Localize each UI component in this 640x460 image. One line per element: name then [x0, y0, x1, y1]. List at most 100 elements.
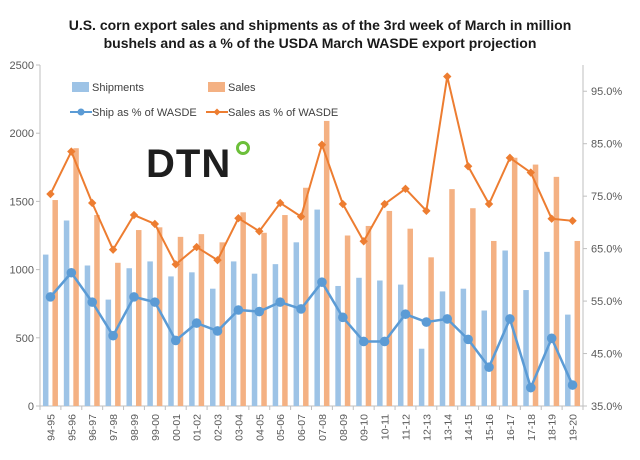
bar-sales	[428, 257, 434, 406]
point-ship-as-of-wasde	[296, 304, 306, 314]
left-tick-label: 2500	[10, 60, 34, 72]
point-ship-as-of-wasde	[317, 277, 327, 287]
point-sales-as-of-wasde	[275, 198, 285, 208]
legend-label-sales-as-of-wasde: Sales as % of WASDE	[228, 107, 338, 119]
point-ship-as-of-wasde	[170, 335, 181, 346]
right-tick-label: 85.0%	[591, 139, 622, 151]
bar-sales	[198, 234, 205, 406]
bar-sales	[73, 148, 79, 407]
x-tick-label: 96-97	[87, 414, 99, 441]
right-tick-label: 75.0%	[591, 191, 622, 203]
point-ship-as-of-wasde	[442, 314, 453, 324]
right-tick-label: 55.0%	[591, 296, 622, 308]
bar-shipments	[84, 265, 91, 406]
bar-shipments	[42, 254, 49, 406]
point-sales-as-of-wasde	[108, 245, 118, 254]
bar-shipments	[105, 299, 112, 406]
bar-sales	[553, 176, 560, 406]
bar-sales	[365, 225, 372, 406]
point-sales-as-of-wasde	[88, 198, 97, 208]
x-tick-label: 05-06	[275, 414, 287, 441]
point-sales-as-of-wasde	[150, 219, 160, 229]
bar-shipments	[168, 276, 174, 406]
point-sales-as-of-wasde	[463, 162, 473, 171]
bar-sales	[491, 240, 497, 406]
x-tick-label: 97-98	[108, 414, 120, 441]
legend-label-shipments: Shipments	[92, 82, 144, 94]
axes: 0 500 1000 1500 2000 2500 35.0% 45.0% 55.0% 65.0%…	[10, 60, 623, 441]
point-sales-as-of-wasde	[129, 210, 139, 220]
legend-swatch-shipments	[72, 82, 89, 92]
point-ship-as-of-wasde	[150, 297, 160, 307]
bar-shipments	[126, 268, 132, 406]
bar-shipments	[481, 310, 488, 406]
x-tick-label: 11-12	[400, 414, 412, 440]
bar-sales	[156, 227, 163, 406]
bar-sales	[115, 262, 121, 406]
bar-shipments	[335, 285, 341, 406]
point-sales-as-of-wasde	[568, 216, 577, 226]
x-tick-label: 12-13	[421, 414, 433, 441]
bar-sales	[282, 215, 288, 406]
x-tick-label: 16-17	[505, 414, 517, 441]
point-ship-as-of-wasde	[463, 334, 473, 345]
legend-label-sales: Sales	[228, 82, 256, 94]
bar-shipments	[251, 273, 258, 406]
bar-shipments	[397, 284, 404, 406]
point-sales-as-of-wasde	[317, 140, 327, 149]
legend-marker-sales-as-of-wasde	[213, 108, 221, 116]
bar-sales	[177, 236, 184, 406]
x-tick-label: 02-03	[213, 414, 225, 441]
bar-sales	[344, 235, 351, 406]
x-tick-label: 19-20	[568, 414, 580, 441]
bar-sales	[303, 187, 309, 406]
point-sales-as-of-wasde	[171, 260, 180, 269]
bar-sales	[574, 240, 581, 406]
bar-sales	[261, 232, 267, 406]
bar-sales	[52, 200, 58, 406]
bar-shipments	[147, 261, 153, 406]
point-sales-as-of-wasde	[401, 184, 410, 194]
x-tick-label: 18-19	[547, 414, 559, 441]
point-sales-as-of-wasde	[255, 227, 264, 236]
point-ship-as-of-wasde	[45, 292, 56, 302]
legend-label-ship-as-of-wasde: Ship as % of WASDE	[92, 107, 197, 119]
point-sales-as-of-wasde	[296, 212, 306, 221]
bar-sales	[532, 164, 539, 406]
dtn-logo-text: DTN	[146, 142, 231, 186]
point-sales-as-of-wasde	[67, 147, 76, 156]
legend: Shipments Sales Ship as % of WASDE Sales as…	[70, 82, 338, 119]
point-sales-as-of-wasde	[234, 213, 243, 223]
right-tick-label: 45.0%	[591, 349, 622, 361]
point-ship-as-of-wasde	[525, 382, 536, 393]
bar-shipments	[210, 288, 216, 406]
point-ship-as-of-wasde	[379, 336, 390, 347]
point-ship-as-of-wasde	[254, 306, 265, 317]
point-ship-as-of-wasde	[338, 312, 348, 323]
point-sales-as-of-wasde	[359, 237, 368, 246]
bar-sales	[386, 210, 393, 406]
x-tick-label: 07-08	[317, 414, 329, 441]
legend-swatch-sales	[208, 82, 225, 92]
point-ship-as-of-wasde	[400, 309, 411, 319]
bar-sales	[449, 189, 455, 406]
x-tick-label: 99-00	[150, 414, 162, 441]
x-tick-label: 94-95	[45, 414, 57, 441]
point-sales-as-of-wasde	[192, 242, 201, 252]
point-sales-as-of-wasde	[505, 153, 515, 163]
bar-sales	[135, 230, 142, 406]
point-ship-as-of-wasde	[546, 333, 557, 344]
point-sales-as-of-wasde	[46, 189, 55, 199]
dtn-logo-ring	[236, 141, 250, 155]
point-sales-as-of-wasde	[213, 255, 222, 265]
point-sales-as-of-wasde	[484, 199, 494, 209]
chart-title-line-2: bushels and as a % of the USDA March WAS…	[103, 35, 537, 51]
point-sales-as-of-wasde	[422, 206, 431, 216]
x-tick-label: 17-18	[526, 414, 538, 441]
point-ship-as-of-wasde	[212, 326, 223, 336]
bar-shipments	[523, 290, 529, 406]
point-sales-as-of-wasde	[380, 199, 389, 209]
x-tick-label: 06-07	[296, 414, 308, 441]
